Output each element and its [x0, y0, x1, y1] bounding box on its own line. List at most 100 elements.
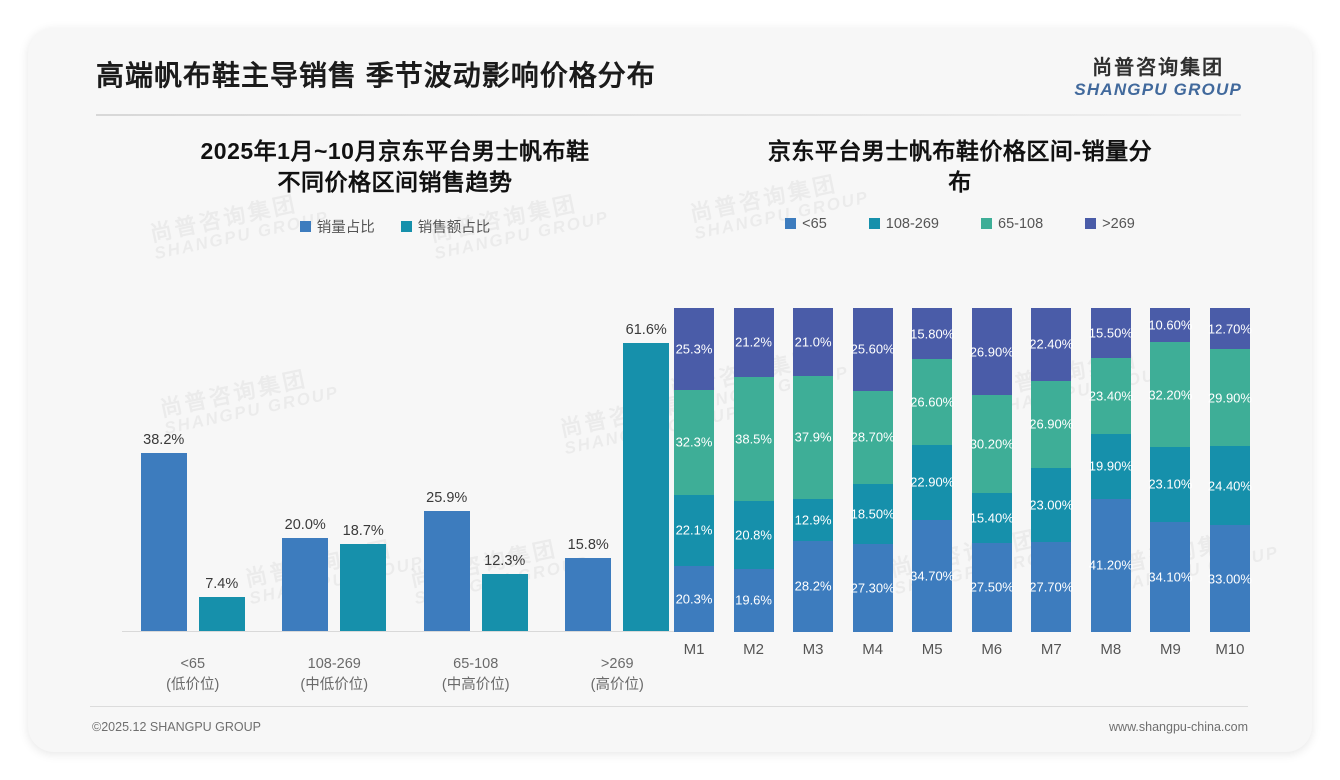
x-axis-tick-label: 108-269 (中低价位) — [266, 654, 402, 696]
bar[interactable] — [140, 453, 187, 632]
stacked-segment[interactable]: 38.5% — [733, 376, 774, 502]
stacked-bar-column[interactable]: 21.2% 38.5% 20.8% 19.6% — [733, 308, 774, 632]
segment-value-label: 25.3% — [675, 341, 713, 357]
footer-copyright: ©2025.12 SHANGPU GROUP — [92, 720, 261, 734]
legend-swatch-icon — [868, 218, 880, 230]
bar-column[interactable]: 15.8% — [565, 304, 612, 632]
stacked-segment[interactable]: 25.60% — [850, 308, 895, 391]
x-axis-tick-label: M9 — [1159, 641, 1181, 658]
stacked-segment[interactable]: 23.40% — [1089, 358, 1133, 435]
x-axis-tick-label: M5 — [921, 641, 943, 658]
segment-value-label: 25.60% — [850, 341, 895, 357]
stacked-segment[interactable]: 19.6% — [733, 568, 774, 632]
stacked-segment[interactable]: 22.1% — [674, 494, 714, 567]
stacked-segment[interactable]: 21.0% — [793, 308, 834, 377]
grouped-chart-x-axis-labels: <65 (低价位) 108-269 (中低价位) 65-108 (中高价位) >269 (高价… — [122, 654, 688, 696]
stacked-segment[interactable]: 30.20% — [970, 395, 1014, 493]
tick-sub: (高价位) — [590, 676, 644, 693]
segment-value-label: 22.1% — [675, 522, 713, 538]
stacked-bar-column[interactable]: 25.3% 32.3% 22.1% 20.3% — [674, 308, 714, 632]
stacked-segment[interactable]: 33.00% — [1208, 525, 1252, 632]
bar-column[interactable]: 25.9% — [423, 304, 470, 632]
legend-item-108-269[interactable]: 108-269 — [868, 215, 939, 232]
stacked-segment[interactable]: 12.9% — [793, 498, 834, 541]
stacked-segment[interactable]: 26.90% — [970, 308, 1014, 396]
bar-value-label: 20.0% — [284, 517, 326, 534]
stacked-segment[interactable]: 34.70% — [910, 519, 954, 632]
stacked-segment[interactable]: 21.2% — [733, 308, 774, 377]
segment-value-label: 15.40% — [969, 510, 1014, 526]
stacked-bar-column[interactable]: 26.90% 30.20% 15.40% 27.50% — [969, 308, 1014, 632]
stacked-segment[interactable]: 22.90% — [910, 445, 954, 520]
x-axis-tick-label: 65-108 (中高价位) — [408, 654, 544, 696]
legend-item-sales-volume[interactable]: 销量占比 — [299, 216, 375, 237]
tick-main: 108-269 — [307, 655, 361, 672]
stacked-segment[interactable]: 27.50% — [970, 542, 1014, 632]
stacked-bar-column[interactable]: 25.60% 28.70% 18.50% 27.30% — [850, 308, 895, 632]
bar[interactable] — [282, 538, 329, 632]
footer-website[interactable]: www.shangpu-china.com — [1109, 720, 1248, 734]
stacked-bar-column[interactable]: 10.60% 32.20% 23.10% 34.10% — [1148, 308, 1193, 632]
stacked-segment[interactable]: 34.10% — [1148, 521, 1193, 632]
segment-value-label: 23.10% — [1148, 476, 1193, 492]
bar[interactable] — [623, 343, 670, 632]
stacked-segment[interactable]: 23.10% — [1148, 446, 1193, 522]
bar-column[interactable]: 38.2% — [140, 304, 187, 632]
stacked-segment[interactable]: 32.20% — [1148, 342, 1193, 447]
bar-column[interactable]: 20.0% — [282, 304, 329, 632]
bar[interactable] — [340, 544, 387, 632]
stacked-segment[interactable]: 29.90% — [1208, 349, 1252, 447]
legend-label: 108-269 — [885, 215, 939, 232]
stacked-segment[interactable]: 41.20% — [1089, 498, 1133, 632]
bar[interactable] — [198, 597, 245, 632]
stacked-bar-column[interactable]: 15.50% 23.40% 19.90% 41.20% — [1089, 308, 1133, 632]
stacked-segment[interactable]: 26.60% — [910, 359, 954, 446]
stacked-segment[interactable]: 28.2% — [793, 540, 834, 633]
stacked-segment[interactable]: 24.40% — [1208, 446, 1252, 526]
stacked-segment[interactable]: 10.60% — [1148, 308, 1192, 343]
stacked-segment[interactable]: 20.8% — [733, 501, 774, 569]
stacked-segment[interactable]: 25.3% — [674, 308, 714, 390]
right-chart-title-line1: 京东平台男士帆布鞋价格区间-销量分 — [767, 138, 1153, 164]
segment-value-label: 32.20% — [1148, 387, 1193, 402]
stacked-segment[interactable]: 15.40% — [969, 493, 1014, 543]
bar[interactable] — [565, 557, 612, 632]
stacked-segment[interactable]: 18.50% — [851, 483, 895, 544]
stacked-segment[interactable]: 28.70% — [851, 390, 895, 484]
stacked-segment[interactable]: 15.50% — [1089, 308, 1133, 359]
stacked-segment[interactable]: 22.40% — [1029, 308, 1073, 381]
stacked-bar-column[interactable]: 22.40% 26.90% 23.00% 27.70% — [1029, 308, 1073, 632]
bar[interactable] — [423, 510, 470, 632]
stacked-segment[interactable]: 26.90% — [1029, 380, 1073, 468]
stacked-segment[interactable]: 20.3% — [674, 566, 714, 632]
stacked-bar-column[interactable]: 15.80% 26.60% 22.90% 34.70% — [910, 308, 954, 632]
legend-swatch-icon — [1085, 218, 1097, 230]
stacked-segment[interactable]: 37.9% — [793, 376, 834, 499]
stacked-segment[interactable]: 23.00% — [1029, 467, 1073, 543]
x-axis-tick-label: M4 — [862, 641, 884, 658]
bar-column[interactable]: 61.6% — [623, 304, 670, 632]
tick-main: >269 — [600, 655, 634, 672]
legend-label: >269 — [1102, 215, 1135, 232]
bar-column[interactable]: 18.7% — [340, 304, 387, 632]
bar-group: 20.0% 18.7% — [266, 304, 402, 632]
bar-column[interactable]: 12.3% — [481, 304, 528, 632]
stacked-segment[interactable]: 27.70% — [1029, 542, 1073, 632]
stacked-segment[interactable]: 19.90% — [1089, 434, 1133, 499]
legend-item-65-108[interactable]: 65-108 — [981, 216, 1043, 232]
segment-value-label: 34.10% — [1148, 569, 1193, 585]
legend-item-<65[interactable]: <65 — [785, 216, 827, 232]
stacked-bar-column[interactable]: 21.0% 37.9% 12.9% 28.2% — [793, 308, 834, 633]
stacked-bar-column[interactable]: 12.70% 29.90% 24.40% 33.00% — [1208, 308, 1252, 632]
segment-value-label: 28.2% — [794, 578, 832, 594]
bar-column[interactable]: 7.4% — [198, 304, 245, 632]
stacked-segment[interactable]: 32.3% — [674, 389, 714, 495]
stacked-chart-x-axis-labels: M1 M2 M3 M4 M5 M6 M7 M8 M9 M10 — [674, 641, 1250, 658]
stacked-segment[interactable]: 12.70% — [1208, 308, 1252, 350]
legend-item-sales-amount[interactable]: 销售额占比 — [400, 216, 490, 237]
legend-item->269[interactable]: >269 — [1085, 216, 1135, 232]
stacked-segment[interactable]: 27.30% — [851, 543, 895, 632]
stacked-segment[interactable]: 15.80% — [910, 308, 954, 360]
bar[interactable] — [481, 574, 528, 632]
slide-header: 高端帆布鞋主导销售 季节波动影响价格分布 尚普咨询集团 SHANGPU GROU… — [28, 28, 1312, 120]
